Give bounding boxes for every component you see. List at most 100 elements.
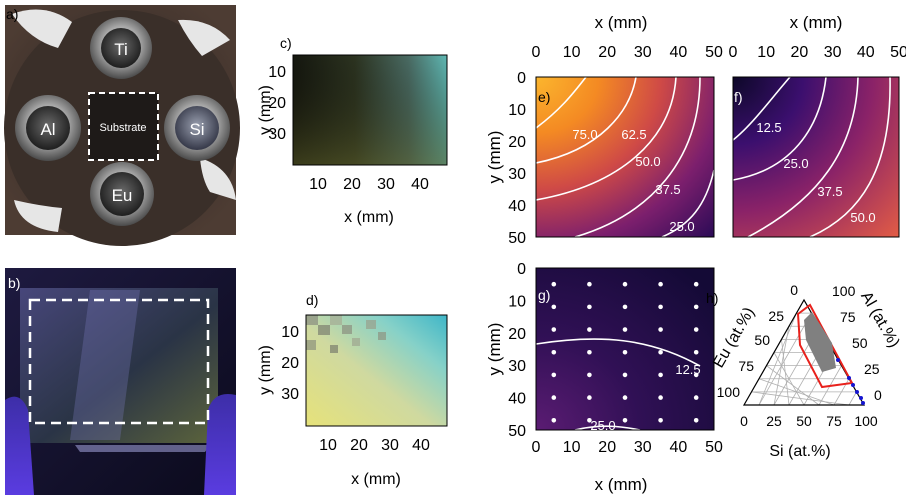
contour-lines: [536, 338, 701, 430]
x-tick-label: 40: [412, 437, 430, 454]
tick-label: 20: [508, 134, 526, 151]
target-label: Si: [189, 120, 204, 139]
sample-point: [693, 327, 699, 332]
x-tick-label: 20: [343, 176, 361, 193]
tick-label: 30: [634, 44, 652, 61]
x-tick-labels: 0 10 20 30 40 50: [729, 44, 906, 61]
tick-label: 50: [705, 44, 723, 61]
heatmap-image: [536, 268, 714, 430]
tick-label: 0: [532, 44, 541, 61]
sample-point: [658, 395, 663, 400]
tick-label: 40: [508, 198, 526, 215]
sample-point: [658, 304, 663, 310]
x-axis-label: x (mm): [790, 13, 843, 32]
sample-point: [693, 372, 699, 378]
contour-label: 12.5: [675, 362, 700, 377]
tick-label: 0: [790, 282, 798, 298]
tick-label: 50: [508, 423, 526, 440]
sample-point: [622, 304, 628, 310]
tick-label: 0: [532, 439, 541, 456]
sample-point: [551, 395, 557, 400]
target-label: Al: [40, 120, 55, 139]
target-eu: Eu: [90, 162, 154, 226]
x-tick-label: 30: [377, 176, 395, 193]
panel-label: d): [306, 292, 318, 308]
y-tick-label: 20: [281, 355, 299, 372]
tick-label: 100: [832, 283, 856, 299]
y-tick-label: 10: [281, 324, 299, 341]
tick-label: 30: [508, 358, 526, 375]
tick-label: 0: [729, 44, 738, 61]
sample-point: [658, 372, 663, 378]
sample-point: [587, 281, 592, 287]
panel-a-photo: Ti Al Si Eu Substrate a): [4, 5, 240, 246]
y-axis-label: y (mm): [485, 131, 504, 184]
sample-point: [587, 349, 592, 355]
panel-b-photo: b): [5, 268, 236, 495]
grid-line: [848, 391, 857, 406]
sample-point: [658, 281, 663, 287]
x-tick-label: 20: [350, 437, 368, 454]
contour-label: 37.5: [655, 182, 680, 197]
contour-label: 62.5: [621, 127, 646, 142]
tick-label: 40: [857, 44, 875, 61]
sample-point: [551, 281, 557, 287]
x-tick-labels: 10 20 30 40: [319, 437, 430, 454]
panel-label: g): [538, 287, 550, 303]
tick-label: 75: [840, 309, 856, 325]
tick-label: 40: [670, 439, 688, 456]
sample-point: [587, 372, 592, 378]
al-tick-labels: 100 75 50 25 0: [832, 283, 882, 403]
shutter-blade: [14, 200, 62, 232]
sample-point: [693, 349, 699, 355]
ternary-region-outline: [796, 303, 854, 389]
shutter-blade: [12, 9, 72, 48]
x-axis-label: x (mm): [344, 209, 394, 226]
tick-label: 50: [852, 335, 868, 351]
sample-point: [587, 395, 592, 400]
grid-line: [773, 352, 805, 406]
x-tick-labels: 10 20 30 40: [309, 176, 429, 193]
tick-label: 25: [768, 308, 784, 324]
tick-label: 100: [717, 384, 741, 400]
sample-points: [551, 281, 699, 423]
y-axis-label: y (mm): [257, 85, 274, 135]
panel-label: b): [8, 275, 20, 291]
tick-label: 40: [670, 44, 688, 61]
x-axis-label: x (mm): [595, 13, 648, 32]
target-si: Si: [164, 95, 230, 161]
y-axis-label: y (mm): [485, 323, 504, 376]
ternary-grid: [751, 312, 857, 406]
tick-label: 0: [517, 70, 526, 87]
sample-point: [622, 417, 628, 423]
x-axis-label: x (mm): [595, 475, 648, 494]
shutter-blade: [178, 19, 230, 56]
sample-point: [658, 349, 663, 355]
sample-point: [587, 417, 592, 423]
contour-label: 50.0: [635, 154, 660, 169]
contour-label: 50.0: [850, 210, 875, 225]
contour-labels: 12.5 25.0 37.5 50.0: [756, 120, 875, 225]
x-tick-labels: 0 10 20 30 40 50: [532, 439, 723, 456]
panel-label: c): [280, 35, 292, 51]
si-tick-labels: 0 25 50 75 100: [740, 413, 878, 429]
si-axis-label: Si (at.%): [769, 443, 830, 460]
sample-point: [551, 304, 557, 310]
contour-labels: 75.0 62.5 50.0 37.5 25.0: [572, 127, 694, 234]
substrate-outline: [88, 92, 159, 161]
panel-c-map: c) 10 20 30 10 20 30 40 x (mm) y (mm): [257, 35, 448, 226]
y-tick-label: 20: [268, 95, 286, 112]
sample-point: [693, 395, 699, 400]
contour-label: 25.0: [783, 156, 808, 171]
sample-point: [587, 327, 592, 332]
panel-label: a): [6, 6, 18, 22]
tick-label: 20: [598, 439, 616, 456]
eu-tick-labels: 0 25 50 75 100: [717, 282, 799, 400]
ternary-composition-area: [804, 312, 836, 372]
target-ti: Ti: [90, 17, 152, 79]
tick-label: 25: [766, 413, 782, 429]
contour-label: 75.0: [572, 127, 597, 142]
tick-label: 75: [738, 358, 754, 374]
ternary-frame: [742, 298, 866, 406]
